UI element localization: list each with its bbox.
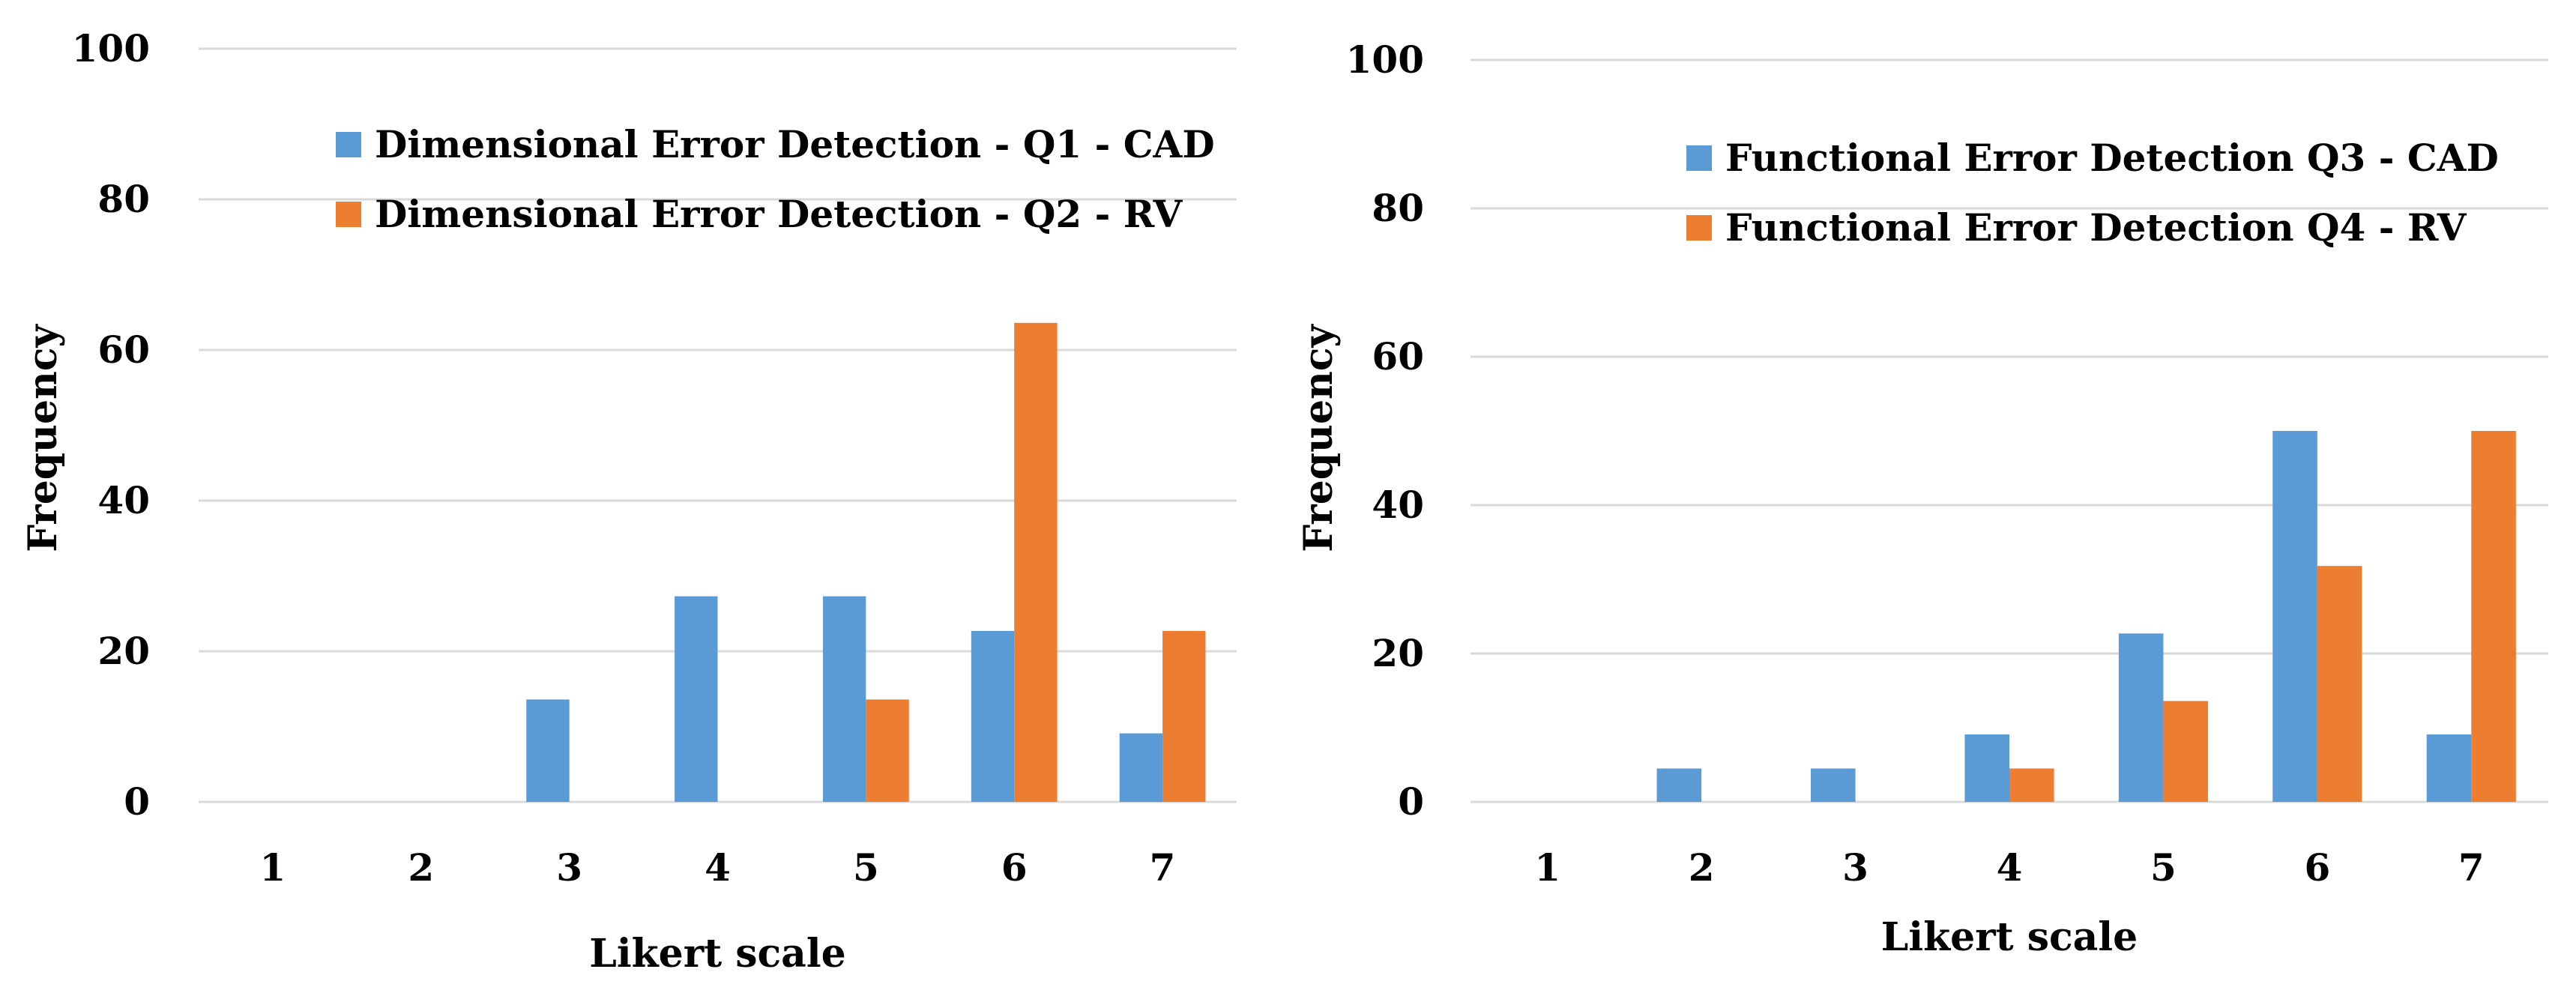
- bar-series1-cat3: [526, 699, 570, 802]
- chart-functional-error-detection: 0 20 40 60 80 100 1 2 3 4 5 6 7 Likert scale Frequency…: [1274, 0, 2576, 1008]
- bar-series1-cat7: [1119, 733, 1163, 802]
- x-tick-label: 6: [2304, 845, 2330, 890]
- legend-swatch-series2: [1686, 215, 1712, 241]
- y-tick-label: 0: [124, 779, 150, 824]
- x-tick-label: 2: [1689, 845, 1715, 890]
- y-axis-title: Frequency: [1296, 324, 1342, 552]
- x-tick-label: 1: [260, 845, 286, 890]
- y-tick-label: 100: [72, 26, 150, 70]
- x-tick-label: 7: [1150, 845, 1176, 890]
- x-tick-label: 7: [2458, 845, 2485, 890]
- bar-series2-cat7: [2471, 431, 2516, 802]
- y-tick-label: 20: [97, 629, 150, 673]
- x-tick-label: 4: [1997, 845, 2023, 890]
- y-tick-label: 80: [1372, 186, 1424, 230]
- chart-dimensional-svg: 0 20 40 60 80 100 1 2 3 4 5 6 7 Likert scale Frequency…: [20, 26, 1237, 977]
- chart-dimensional-error-detection: 0 20 40 60 80 100 1 2 3 4 5 6 7 Likert scale Frequency…: [0, 0, 1274, 1008]
- bar-series2-cat6: [2317, 566, 2362, 802]
- legend-label-series2: Dimensional Error Detection - Q2 - RV: [375, 192, 1183, 236]
- y-tick-label: 40: [1372, 483, 1424, 527]
- bar-series1-cat4: [675, 596, 718, 802]
- bar-series1-cat5: [2118, 633, 2164, 802]
- y-tick-label: 40: [97, 478, 150, 522]
- y-tick-label: 20: [1372, 631, 1424, 675]
- legend-swatch-series1: [336, 132, 361, 157]
- bar-series1-cat6: [971, 630, 1015, 802]
- x-tick-label: 1: [1534, 845, 1560, 890]
- x-axis-title: Likert scale: [589, 931, 845, 977]
- x-tick-label: 2: [408, 845, 434, 890]
- x-axis-title: Likert scale: [1881, 914, 2138, 960]
- legend-swatch-series1: [1686, 145, 1712, 171]
- x-tick-label: 5: [853, 845, 879, 890]
- bar-series1-cat2: [1656, 768, 1702, 802]
- y-tick-label: 80: [97, 177, 150, 221]
- y-tick-label: 60: [1372, 334, 1424, 378]
- legend-label-series1: Dimensional Error Detection - Q1 - CAD: [375, 122, 1215, 166]
- y-axis-title: Frequency: [20, 324, 66, 552]
- bar-series1-cat4: [1964, 734, 2009, 802]
- bar-series2-cat5: [2163, 701, 2209, 802]
- legend-label-series2: Functional Error Detection Q4 - RV: [1725, 205, 2467, 250]
- y-tick-label: 100: [1346, 37, 1424, 82]
- bar-series1-cat6: [2272, 431, 2317, 802]
- bar-series1-cat7: [2426, 734, 2472, 802]
- chart-functional-svg: 0 20 40 60 80 100 1 2 3 4 5 6 7 Likert scale Frequency…: [1296, 37, 2548, 960]
- y-tick-label: 60: [97, 328, 150, 372]
- bar-series1-cat5: [822, 596, 866, 802]
- x-tick-label: 3: [556, 845, 582, 890]
- x-tick-label: 3: [1842, 845, 1868, 890]
- legend-swatch-series2: [336, 202, 361, 227]
- x-tick-label: 5: [2150, 845, 2177, 890]
- x-tick-label: 6: [1001, 845, 1028, 890]
- bar-series2-cat4: [2009, 768, 2054, 802]
- bar-series2-cat5: [866, 699, 909, 802]
- bar-series2-cat6: [1014, 322, 1058, 802]
- legend-label-series1: Functional Error Detection Q3 - CAD: [1725, 136, 2499, 180]
- y-tick-label: 0: [1398, 779, 1424, 824]
- x-tick-label: 4: [705, 845, 731, 890]
- bar-series1-cat3: [1810, 768, 1856, 802]
- bar-series2-cat7: [1162, 630, 1206, 802]
